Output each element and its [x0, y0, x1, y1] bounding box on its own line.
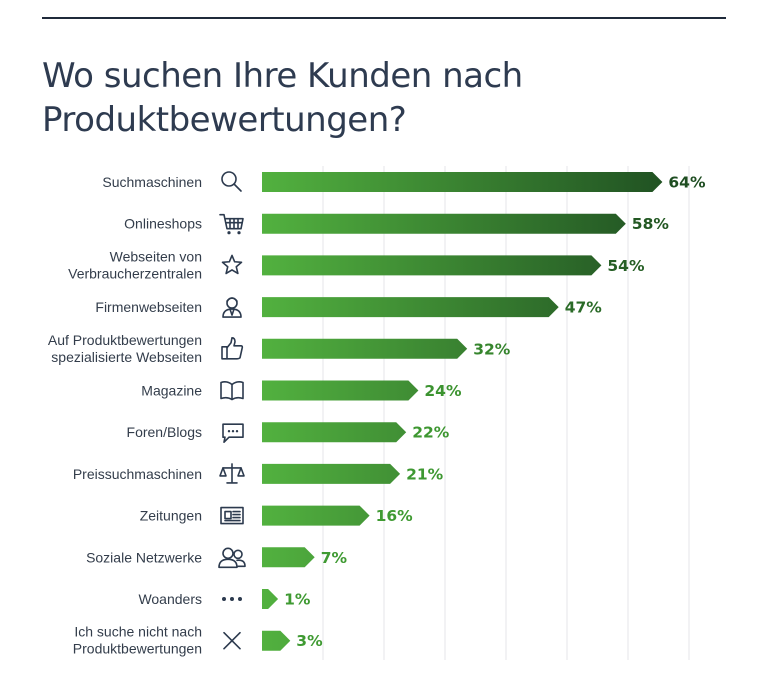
category-label: Preissuchmaschinen	[73, 466, 202, 482]
category-label: Verbraucherzentralen	[68, 265, 202, 281]
bar	[262, 338, 468, 359]
value-label: 22%	[412, 424, 450, 442]
category-label: Firmenwebseiten	[95, 299, 202, 315]
category-label: Auf Produktbewertungen	[48, 332, 202, 348]
dots-icon	[222, 597, 242, 601]
category-label: spezialisierte Webseiten	[51, 349, 202, 365]
value-label: 58%	[632, 215, 670, 233]
bar	[262, 505, 370, 526]
value-label: 1%	[284, 591, 311, 609]
bar	[262, 589, 279, 609]
category-label: Onlineshops	[124, 216, 202, 232]
bar	[262, 630, 291, 651]
person-icon	[222, 297, 242, 318]
value-label: 16%	[376, 507, 414, 525]
bar	[262, 297, 559, 318]
thumbs-up-icon	[221, 336, 244, 360]
value-label: 64%	[668, 174, 706, 192]
people-icon	[218, 547, 246, 569]
category-label: Woanders	[138, 591, 202, 607]
category-label: Ich suche nicht nach	[74, 624, 202, 640]
bar	[262, 380, 419, 401]
top-rule	[42, 17, 726, 19]
category-label: Soziale Netzwerke	[86, 549, 202, 565]
bar	[262, 463, 401, 484]
value-label: 54%	[607, 257, 645, 275]
category-label: Webseiten von	[110, 248, 202, 264]
x-icon	[223, 631, 241, 650]
category-label: Magazine	[141, 383, 202, 399]
category-label: Produktbewertungen	[73, 641, 202, 657]
value-label: 3%	[296, 632, 323, 650]
category-label: Foren/Blogs	[127, 424, 202, 440]
category-label: Zeitungen	[140, 508, 202, 524]
star-icon	[221, 254, 243, 275]
bar	[262, 213, 626, 234]
category-label: Suchmaschinen	[102, 174, 202, 190]
bar	[262, 172, 663, 192]
chart-title: Wo suchen Ihre Kunden nach Produktbewert…	[42, 56, 523, 140]
value-label: 7%	[321, 549, 348, 567]
book-icon	[220, 381, 244, 401]
bar	[262, 422, 407, 443]
newspaper-icon	[220, 506, 244, 525]
bar	[262, 255, 602, 276]
chat-icon	[222, 423, 244, 444]
cart-icon	[219, 213, 244, 235]
value-label: 21%	[406, 465, 444, 483]
scale-icon	[219, 463, 245, 484]
search-icon	[221, 171, 242, 192]
bar	[262, 547, 315, 568]
value-label: 24%	[424, 382, 462, 400]
value-label: 47%	[565, 299, 603, 317]
value-label: 32%	[473, 340, 511, 358]
